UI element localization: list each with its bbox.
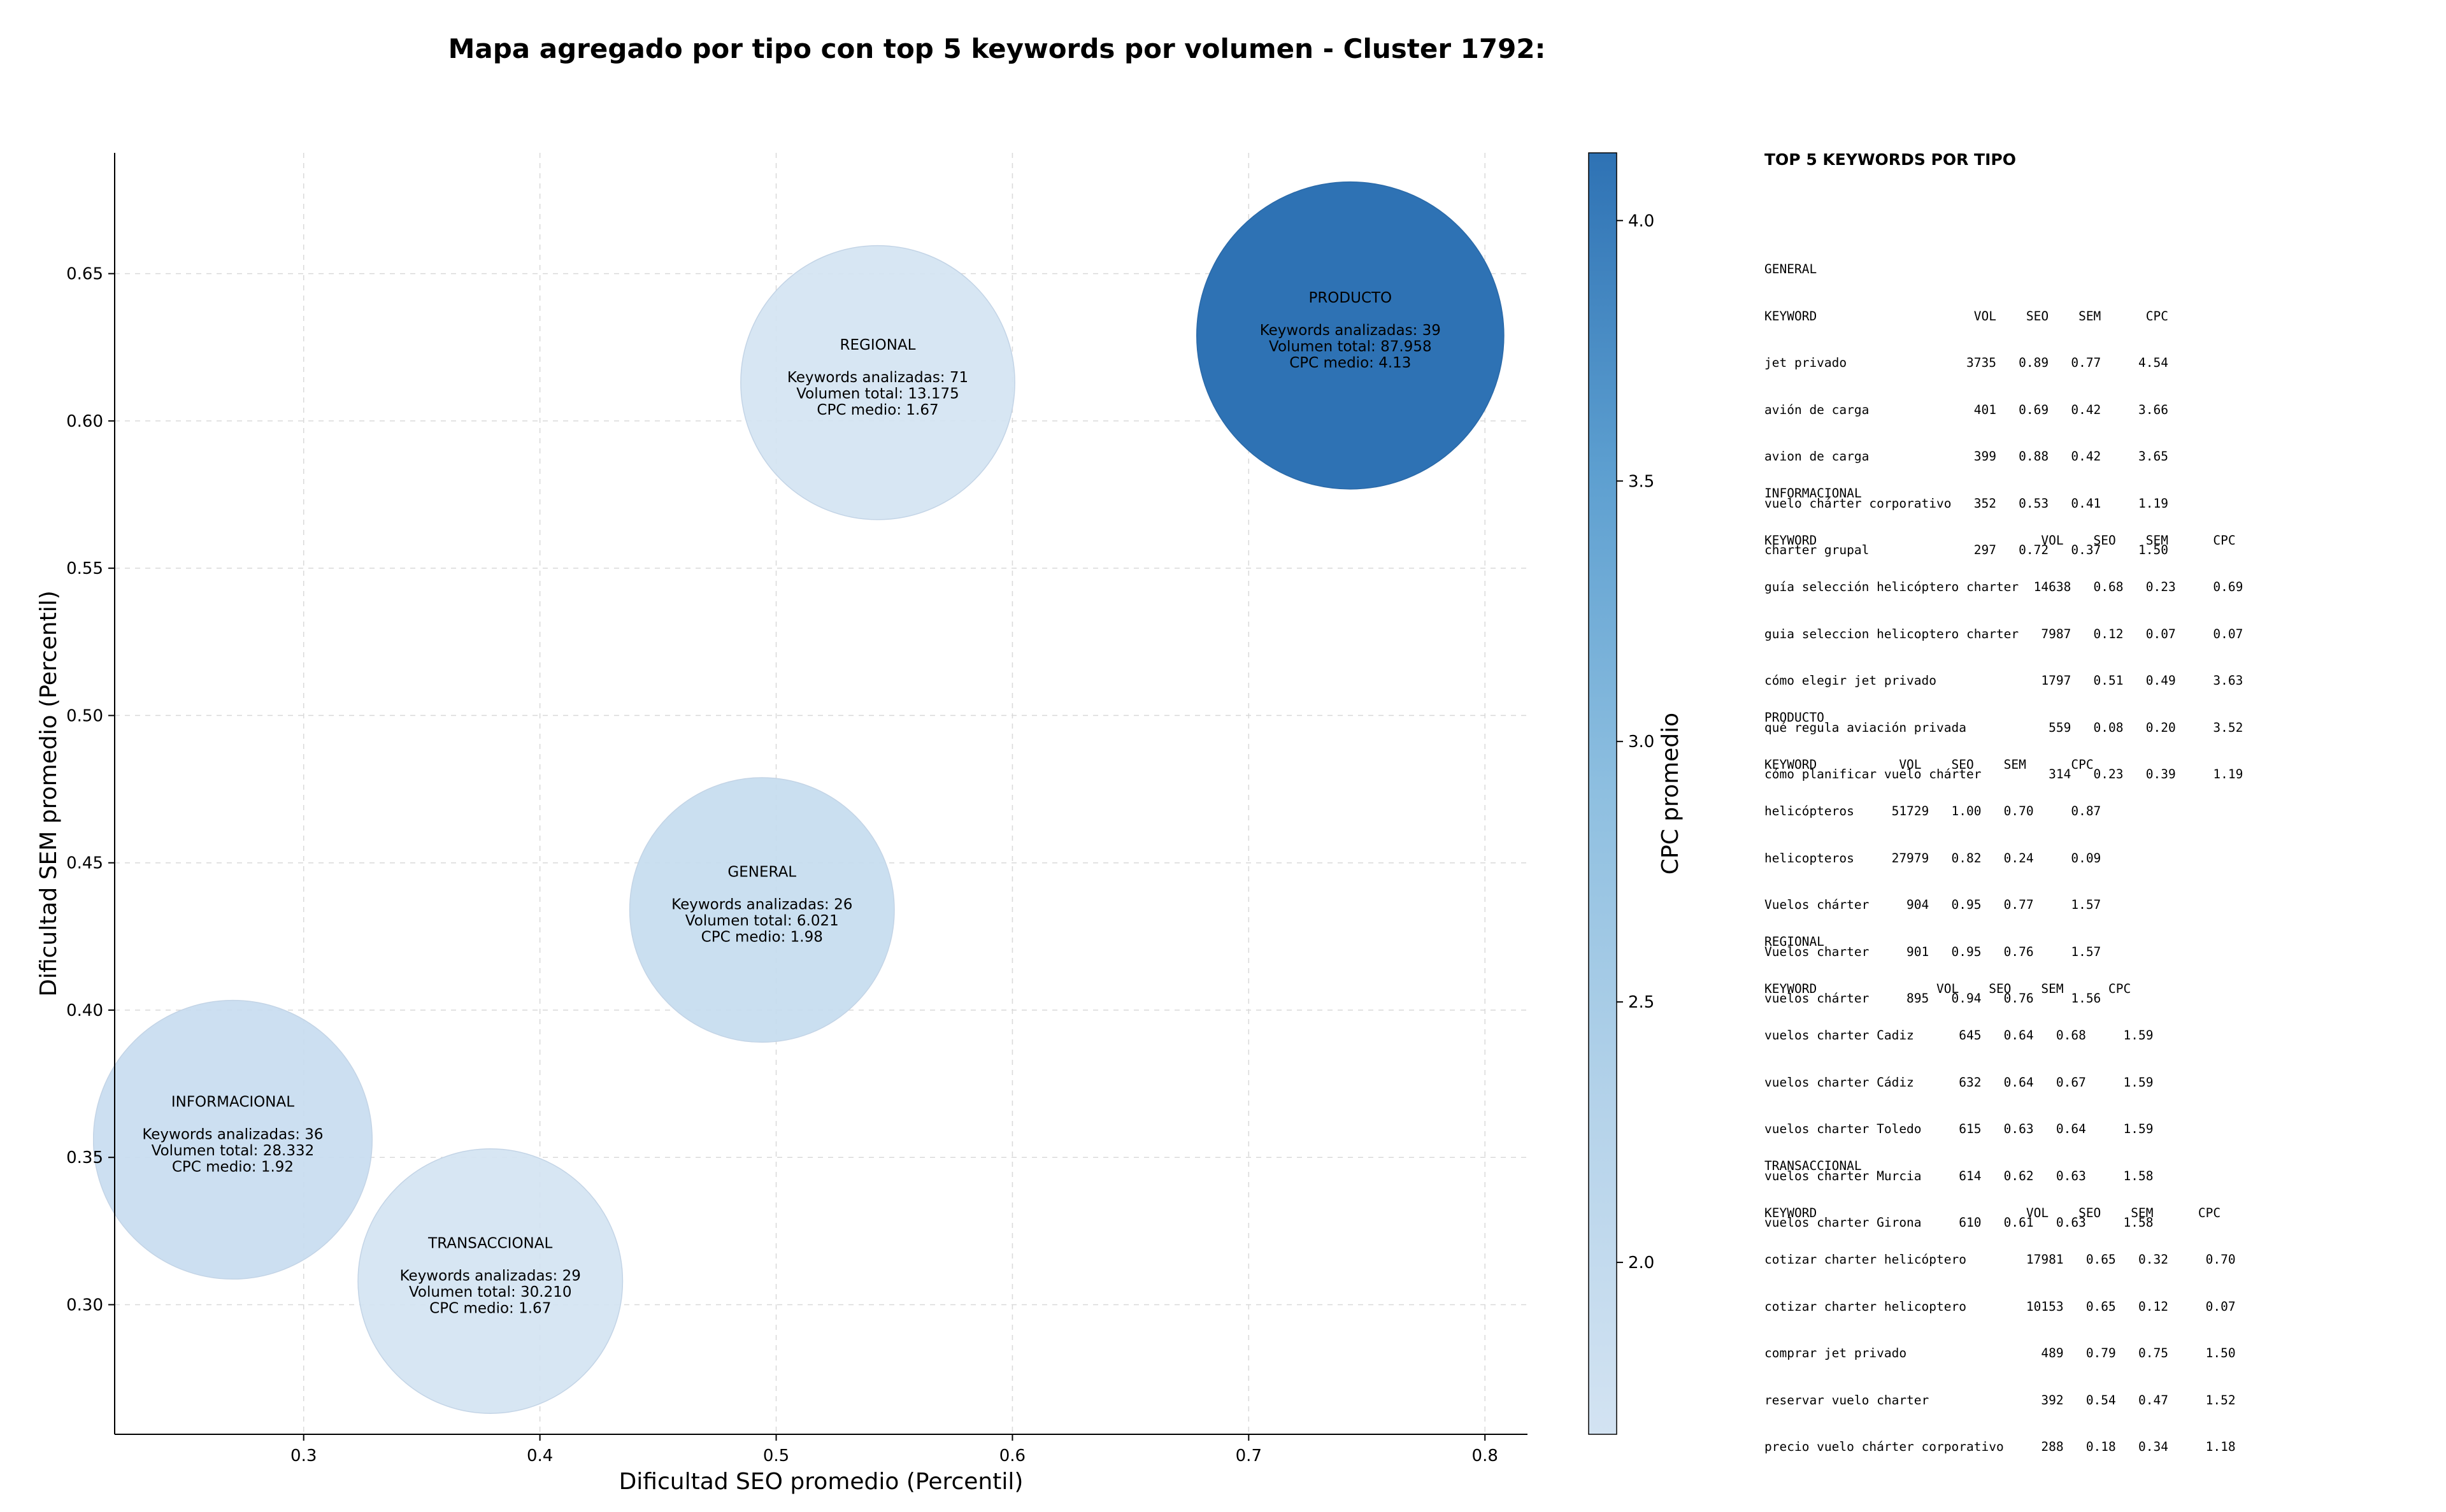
- block-header: KEYWORD VOL SEO SEM CPC: [1764, 532, 2236, 548]
- block-row: vuelos charter Cádiz 632 0.64 0.67 1.59: [1764, 1074, 2154, 1090]
- keyword-block-regional: REGIONAL KEYWORD VOL SEO SEM CPC vuelos …: [1764, 903, 2153, 1262]
- keyword-block-transaccional: TRANSACCIONAL KEYWORD VOL SEO SEM CPC co…: [1764, 1127, 2236, 1487]
- x-axis-label: Dificultad SEO promedio (Percentil): [619, 1469, 1024, 1495]
- bubble-type-label: PRODUCTO: [1308, 290, 1392, 306]
- colorbar-tick-label: 2.0: [1628, 1253, 1654, 1273]
- bubble-type-label: TRANSACCIONAL: [427, 1235, 552, 1252]
- bubble-stat-label: CPC medio: 1.67: [817, 402, 938, 418]
- bubble-general: [629, 777, 895, 1043]
- keyword-block-informacional: INFORMACIONAL KEYWORD VOL SEO SEM CPC gu…: [1764, 455, 2243, 814]
- block-row: charter grupal 297 0.72 0.37 1.50: [1764, 543, 2168, 557]
- block-row: Vuelos chárter 904 0.95 0.77 1.57: [1764, 897, 2101, 912]
- chart-title: Mapa agregado por tipo con top 5 keyword…: [448, 33, 1546, 64]
- colorbar: 2.0 2.5 3.0 3.5 4.0 CPC promedio: [1588, 152, 1684, 1435]
- x-tick-label: 0.4: [527, 1446, 553, 1466]
- bubble-stat-label: Volumen total: 13.175: [796, 385, 959, 402]
- block-row: vuelo chárter corporativo 352 0.53 0.41 …: [1764, 496, 2168, 511]
- y-tick-label: 0.35: [66, 1148, 103, 1167]
- y-tick-label: 0.60: [66, 412, 103, 431]
- bubble-stat-label: Keywords analizadas: 71: [787, 369, 968, 386]
- block-header: KEYWORD VOL SEO SEM CPC: [1764, 981, 2131, 996]
- block-row: vuelos charter Girona 610 0.61 0.63 1.58: [1764, 1215, 2154, 1230]
- colorbar-gradient: [1588, 152, 1617, 1435]
- block-header: KEYWORD VOL SEO SEM CPC: [1764, 308, 2168, 324]
- block-row: vuelos chárter 895 0.94 0.76 1.56: [1764, 991, 2101, 1006]
- keyword-panel: TOP 5 KEYWORDS POR TIPO GENERAL KEYWORD …: [1764, 148, 2427, 1454]
- block-row: vuelos charter Cadiz 645 0.64 0.68 1.59: [1764, 1028, 2154, 1043]
- block-row: vuelos charter Toledo 615 0.63 0.64 1.59: [1764, 1122, 2154, 1136]
- x-tick-label: 0.8: [1472, 1446, 1498, 1466]
- block-row: jet privado 3735 0.89 0.77 4.54: [1764, 355, 2168, 370]
- block-row: guia seleccion helicoptero charter 7987 …: [1764, 626, 2243, 641]
- colorbar-tick-label: 2.5: [1628, 993, 1654, 1012]
- x-tick-label: 0.5: [763, 1446, 789, 1466]
- bubble-type-label: GENERAL: [727, 864, 796, 881]
- y-tick-label: 0.65: [66, 265, 103, 284]
- block-row: avión de carga 401 0.69 0.42 3.66: [1764, 402, 2168, 417]
- colorbar-tick-label: 3.0: [1628, 732, 1654, 752]
- block-type: INFORMACIONAL: [1764, 486, 1862, 501]
- bubble-producto: [1196, 181, 1505, 490]
- bubble-stat-label: CPC medio: 4.13: [1289, 355, 1411, 371]
- x-tick-label: 0.6: [999, 1446, 1026, 1466]
- block-row: reservar vuelo charter 392 0.54 0.47 1.5…: [1764, 1392, 2236, 1408]
- block-row: cotizar charter helicoptero 10153 0.65 0…: [1764, 1299, 2236, 1314]
- y-tick-label: 0.50: [66, 706, 103, 725]
- block-row: vuelos charter Murcia 614 0.62 0.63 1.58: [1764, 1168, 2154, 1183]
- colorbar-tick-label: 4.0: [1628, 211, 1654, 231]
- bubble-stat-label: CPC medio: 1.98: [701, 929, 823, 946]
- y-tick-label: 0.30: [66, 1295, 103, 1315]
- bubble-stat-label: Keywords analizadas: 29: [400, 1267, 581, 1284]
- bubble-stat-label: Volumen total: 6.021: [685, 913, 839, 929]
- colorbar-ticks: 2.0 2.5 3.0 3.5 4.0: [1617, 211, 1654, 1273]
- bubble-regional: [740, 245, 1015, 520]
- block-row: avion de carga 399 0.88 0.42 3.65: [1764, 449, 2168, 464]
- block-type: PRODUCTO: [1764, 710, 1824, 725]
- bubble-stat-label: Volumen total: 30.210: [409, 1284, 572, 1301]
- block-header: KEYWORD VOL SEO SEM CPC: [1764, 757, 2094, 772]
- block-row: helicópteros 51729 1.00 0.70 0.87: [1764, 804, 2101, 818]
- y-tick-label: 0.40: [66, 1001, 103, 1020]
- block-type: TRANSACCIONAL: [1764, 1159, 1862, 1173]
- bubbles: [93, 181, 1505, 1414]
- block-header: KEYWORD VOL SEO SEM CPC: [1764, 1205, 2221, 1220]
- block-row: helicopteros 27979 0.82 0.24 0.09: [1764, 850, 2101, 866]
- block-type: REGIONAL: [1764, 934, 1824, 949]
- y-axis-label: Dificultad SEM promedio (Percentil): [36, 590, 62, 997]
- bubble-stat-label: Keywords analizadas: 39: [1260, 322, 1441, 339]
- x-tick-label: 0.7: [1236, 1446, 1262, 1466]
- block-row: qué regula aviación privada 559 0.08 0.2…: [1764, 720, 2243, 735]
- axes: [114, 153, 1527, 1435]
- bubble-stat-label: Volumen total: 87.958: [1269, 338, 1432, 355]
- keyword-panel-title: TOP 5 KEYWORDS POR TIPO: [1764, 150, 2016, 169]
- bubble-transaccional: [357, 1148, 624, 1414]
- block-row: cómo planificar vuelo chárter 314 0.23 0…: [1764, 767, 2243, 781]
- bubble-stat-label: Keywords analizadas: 36: [142, 1126, 323, 1143]
- block-row: comprar jet privado 489 0.79 0.75 1.50: [1764, 1346, 2236, 1360]
- block-row: precio vuelo chárter corporativo 288 0.1…: [1764, 1439, 2236, 1454]
- bubble-type-label: REGIONAL: [840, 337, 916, 353]
- bubble-stat-label: CPC medio: 1.92: [172, 1159, 294, 1175]
- bubble-informacional: [93, 999, 373, 1280]
- colorbar-tick-label: 3.5: [1628, 472, 1654, 491]
- ticks: 0.3 0.4 0.5 0.6 0.7 0.8 0.30 0.35 0.40 0.45 0.50 0.…: [66, 265, 1498, 1466]
- block-row: cotizar charter helicóptero 17981 0.65 0…: [1764, 1252, 2236, 1267]
- x-tick-label: 0.3: [290, 1446, 317, 1466]
- y-tick-label: 0.45: [66, 854, 103, 873]
- keyword-block-general: GENERAL KEYWORD VOL SEO SEM CPC jet priv…: [1764, 231, 2168, 590]
- bubble-stat-label: Volumen total: 28.332: [152, 1143, 315, 1159]
- bubble-type-label: INFORMACIONAL: [171, 1094, 294, 1110]
- colorbar-label: CPC promedio: [1657, 713, 1684, 874]
- bubble-stat-label: CPC medio: 1.67: [429, 1300, 551, 1316]
- block-row: cómo elegir jet privado 1797 0.51 0.49 3…: [1764, 673, 2243, 688]
- block-row: Vuelos charter 901 0.95 0.76 1.57: [1764, 944, 2101, 959]
- bubble-stat-label: Keywords analizadas: 26: [671, 897, 852, 913]
- block-type: GENERAL: [1764, 262, 1817, 276]
- block-row: guía selección helicóptero charter 14638…: [1764, 580, 2243, 594]
- y-tick-label: 0.55: [66, 559, 103, 578]
- keyword-block-producto: PRODUCTO KEYWORD VOL SEO SEM CPC helicóp…: [1764, 679, 2101, 1038]
